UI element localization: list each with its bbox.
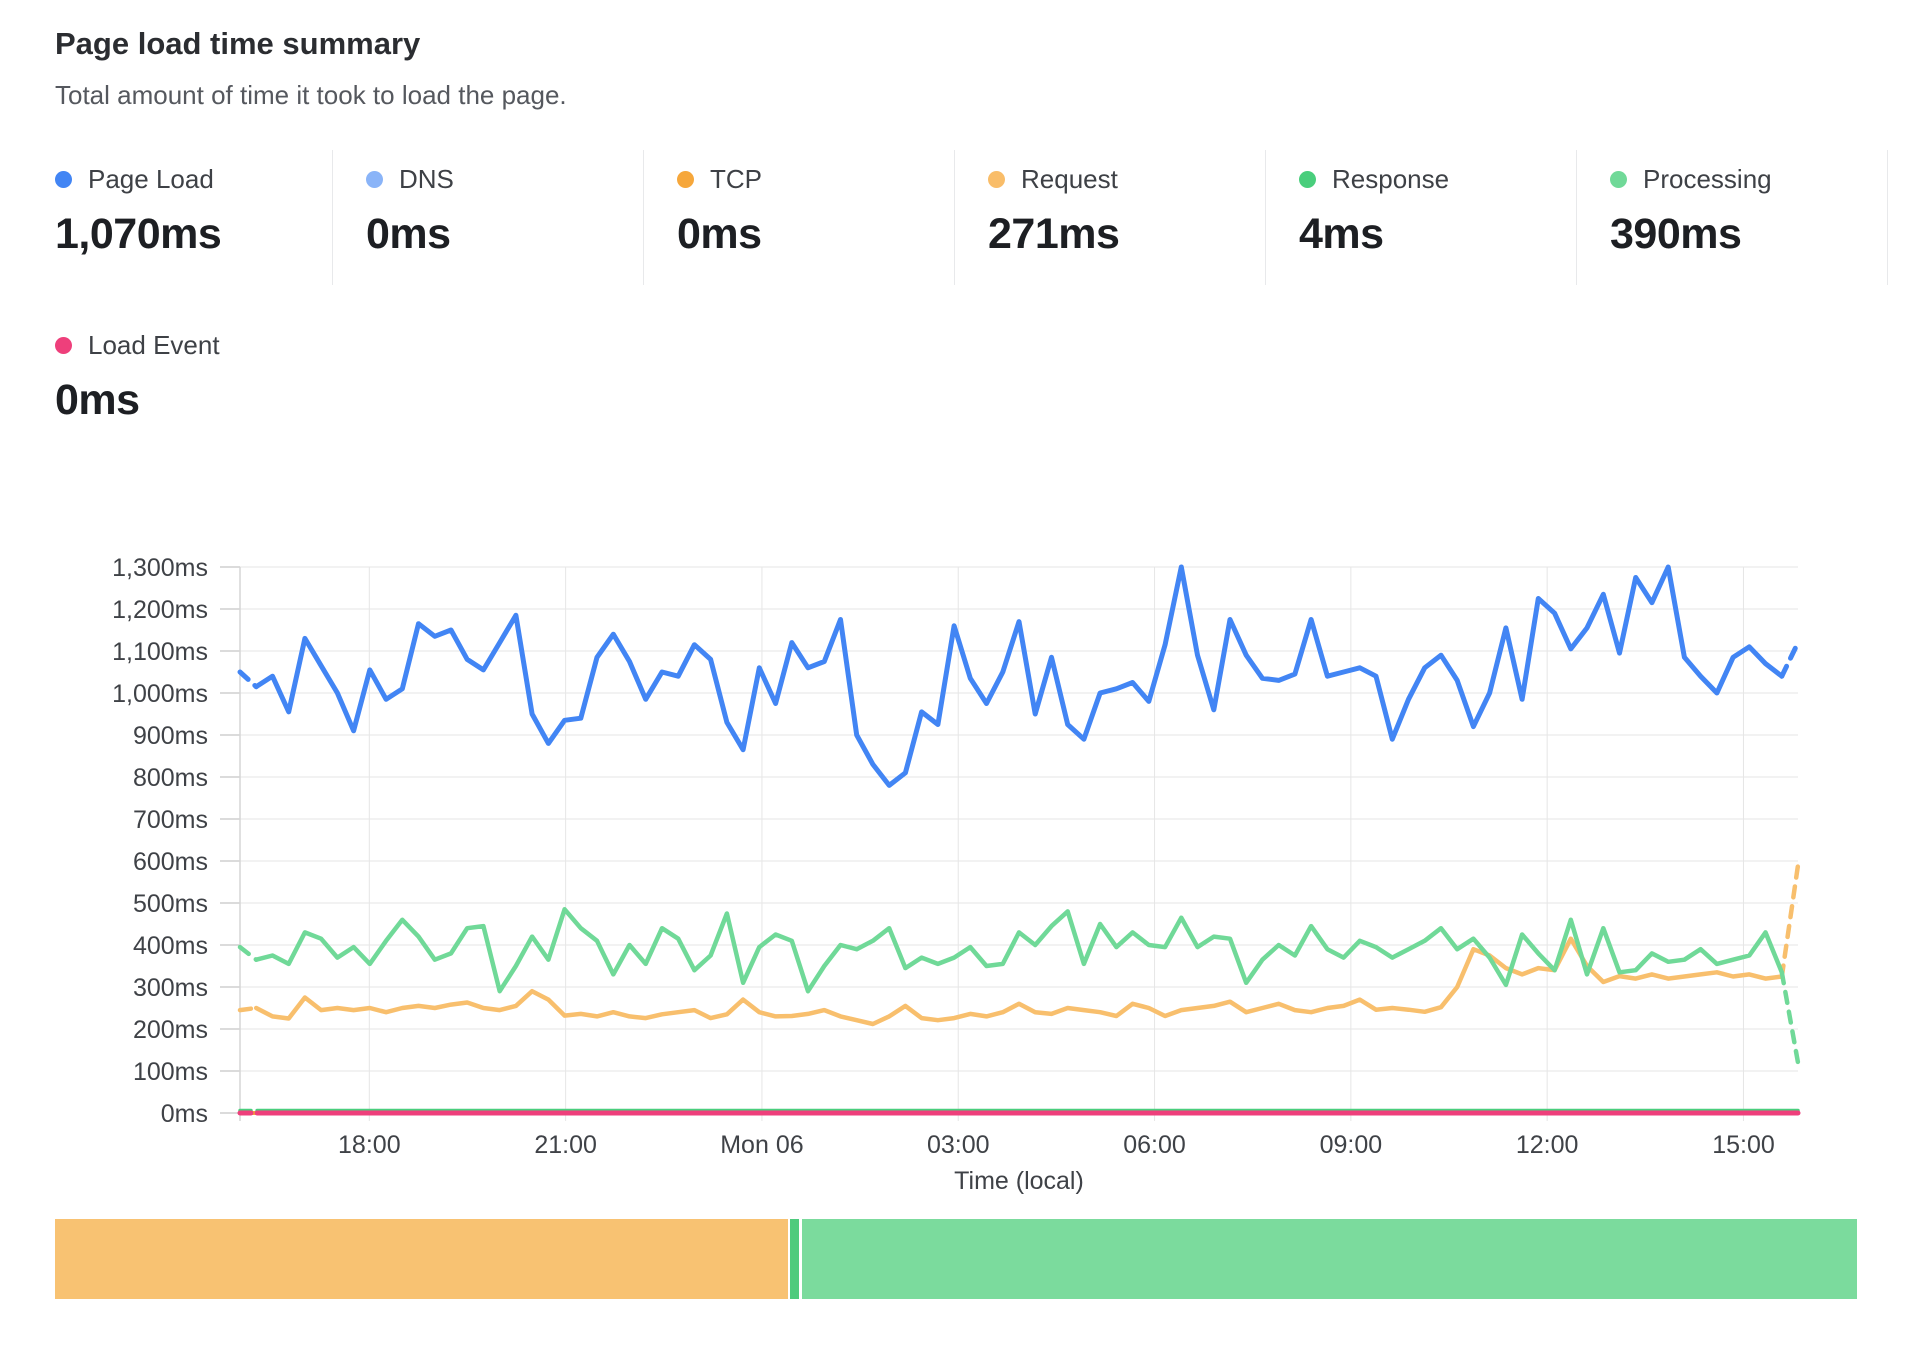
- x-tick-label: 03:00: [927, 1131, 990, 1159]
- y-tick-label: 0ms: [161, 1100, 208, 1128]
- series-page-load: [1779, 640, 1801, 679]
- dns-legend-dot-icon: [366, 171, 383, 188]
- load-phase-distribution-bar: [55, 1219, 1857, 1299]
- y-tick-label: 800ms: [133, 764, 208, 792]
- page-title: Page load time summary: [55, 26, 421, 61]
- metric-summary-row: Page Load 1,070ms DNS 0ms TCP 0ms Reques…: [22, 150, 1890, 285]
- metric-value: 4ms: [1299, 210, 1384, 258]
- bar-segment-gap-2: [798, 1219, 803, 1299]
- x-tick-label: 06:00: [1123, 1131, 1186, 1159]
- y-tick-label: 300ms: [133, 974, 208, 1002]
- metric-label: Page Load: [88, 164, 214, 194]
- metric-card-tcp: TCP 0ms: [644, 150, 955, 285]
- metric-label: Load Event: [88, 330, 220, 360]
- bar-segment-processing-share: [802, 1219, 1857, 1299]
- metric-card-response: Response 4ms: [1266, 150, 1577, 285]
- metric-card-processing: Processing 390ms: [1577, 150, 1888, 285]
- metric-value: 0ms: [55, 376, 140, 424]
- metric-card-dns: DNS 0ms: [333, 150, 644, 285]
- metric-value: 0ms: [677, 210, 762, 258]
- metric-label: TCP: [710, 164, 762, 194]
- metric-label: Request: [1021, 164, 1118, 194]
- metric-label: Response: [1332, 164, 1450, 194]
- series-request: [253, 936, 1785, 1027]
- page-load-legend-dot-icon: [55, 171, 72, 188]
- metric-value: 390ms: [1610, 210, 1742, 258]
- y-tick-label: 1,000ms: [112, 680, 208, 708]
- metric-value: 1,070ms: [55, 210, 222, 258]
- processing-legend-dot-icon: [1610, 171, 1627, 188]
- x-tick-label: 18:00: [338, 1131, 401, 1159]
- series-request: [1779, 862, 1801, 979]
- metric-card-load-event: Load Event 0ms: [22, 316, 333, 451]
- series-page-load: [237, 669, 259, 690]
- bar-segment-request-share: [55, 1219, 789, 1299]
- metric-card-request: Request 271ms: [955, 150, 1266, 285]
- y-tick-label: 1,200ms: [112, 596, 208, 624]
- y-tick-label: 400ms: [133, 932, 208, 960]
- bar-segment-response-share: [790, 1219, 799, 1299]
- metric-value: 0ms: [366, 210, 451, 258]
- page-subtitle: Total amount of time it took to load the…: [55, 80, 567, 110]
- series-processing: [1779, 970, 1801, 1065]
- y-tick-label: 200ms: [133, 1016, 208, 1044]
- x-axis-title: Time (local): [954, 1167, 1084, 1195]
- metric-label: Processing: [1643, 164, 1772, 194]
- metric-label: DNS: [399, 164, 454, 194]
- series-page-load: [253, 564, 1785, 788]
- metric-card-page-load: Page Load 1,070ms: [22, 150, 333, 285]
- x-tick-label: 15:00: [1712, 1131, 1775, 1159]
- y-tick-label: 500ms: [133, 890, 208, 918]
- metric-value: 271ms: [988, 210, 1120, 258]
- load-event-legend-dot-icon: [55, 337, 72, 354]
- metric-summary-row-2: Load Event 0ms: [22, 316, 1890, 451]
- bar-segment-gap-1: [788, 1219, 791, 1299]
- series-processing: [237, 944, 259, 962]
- y-tick-label: 700ms: [133, 806, 208, 834]
- y-tick-label: 1,100ms: [112, 638, 208, 666]
- y-tick-label: 600ms: [133, 848, 208, 876]
- y-tick-label: 100ms: [133, 1058, 208, 1086]
- response-legend-dot-icon: [1299, 171, 1316, 188]
- load-time-chart[interactable]: 0ms 100ms 200ms 300ms 400ms 500ms 600ms 700ms 80…: [0, 425, 1910, 1215]
- series-request: [237, 1005, 259, 1013]
- x-tick-label: 09:00: [1320, 1131, 1383, 1159]
- x-tick-label: 12:00: [1516, 1131, 1579, 1159]
- series-processing: [253, 907, 1785, 994]
- x-tick-label: 21:00: [534, 1131, 597, 1159]
- tcp-legend-dot-icon: [677, 171, 694, 188]
- y-tick-label: 1,300ms: [112, 554, 208, 582]
- y-tick-label: 900ms: [133, 722, 208, 750]
- x-tick-label: Mon 06: [720, 1131, 803, 1159]
- request-legend-dot-icon: [988, 171, 1005, 188]
